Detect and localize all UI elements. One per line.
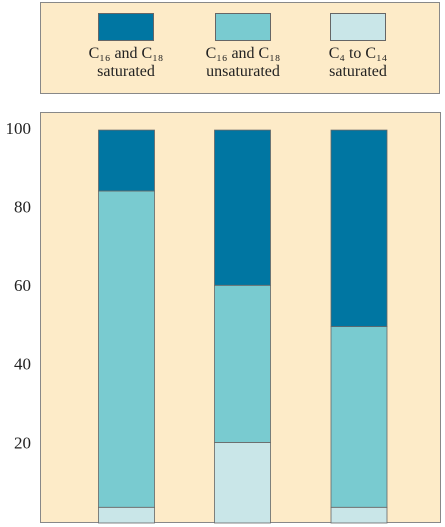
y-tick-label: 60 <box>14 276 31 295</box>
legend-swatch <box>98 13 154 41</box>
bar-segment <box>330 326 388 508</box>
bar-segment <box>98 506 155 524</box>
legend-swatch <box>330 13 386 41</box>
bar-segment <box>214 129 271 286</box>
bar-segment <box>98 190 155 508</box>
legend-item: C₄ to C₁₄ saturated <box>300 13 416 81</box>
bar-segment <box>98 129 155 192</box>
bar-segment <box>214 284 271 443</box>
legend-item: C₁₆ and C₁₈ saturated <box>68 13 184 81</box>
bar-segment <box>214 442 271 524</box>
legend-swatch <box>215 13 271 41</box>
bar-segment <box>330 506 388 524</box>
legend: C₁₆ and C₁₈ saturated C₁₆ and C₁₈ unsatur… <box>40 2 440 94</box>
bar-segment <box>330 129 388 327</box>
y-tick-label: 20 <box>14 433 31 452</box>
y-tick-label: 40 <box>14 355 31 374</box>
y-tick-label: 100 <box>6 119 32 138</box>
y-tick-label: 80 <box>14 198 31 217</box>
legend-label: C₁₆ and C₁₈ unsaturated <box>205 45 281 80</box>
legend-label: C₁₆ and C₁₈ saturated <box>88 45 164 80</box>
legend-item: C₁₆ and C₁₈ unsaturated <box>185 13 301 81</box>
legend-label: C₄ to C₁₄ saturated <box>328 45 388 80</box>
